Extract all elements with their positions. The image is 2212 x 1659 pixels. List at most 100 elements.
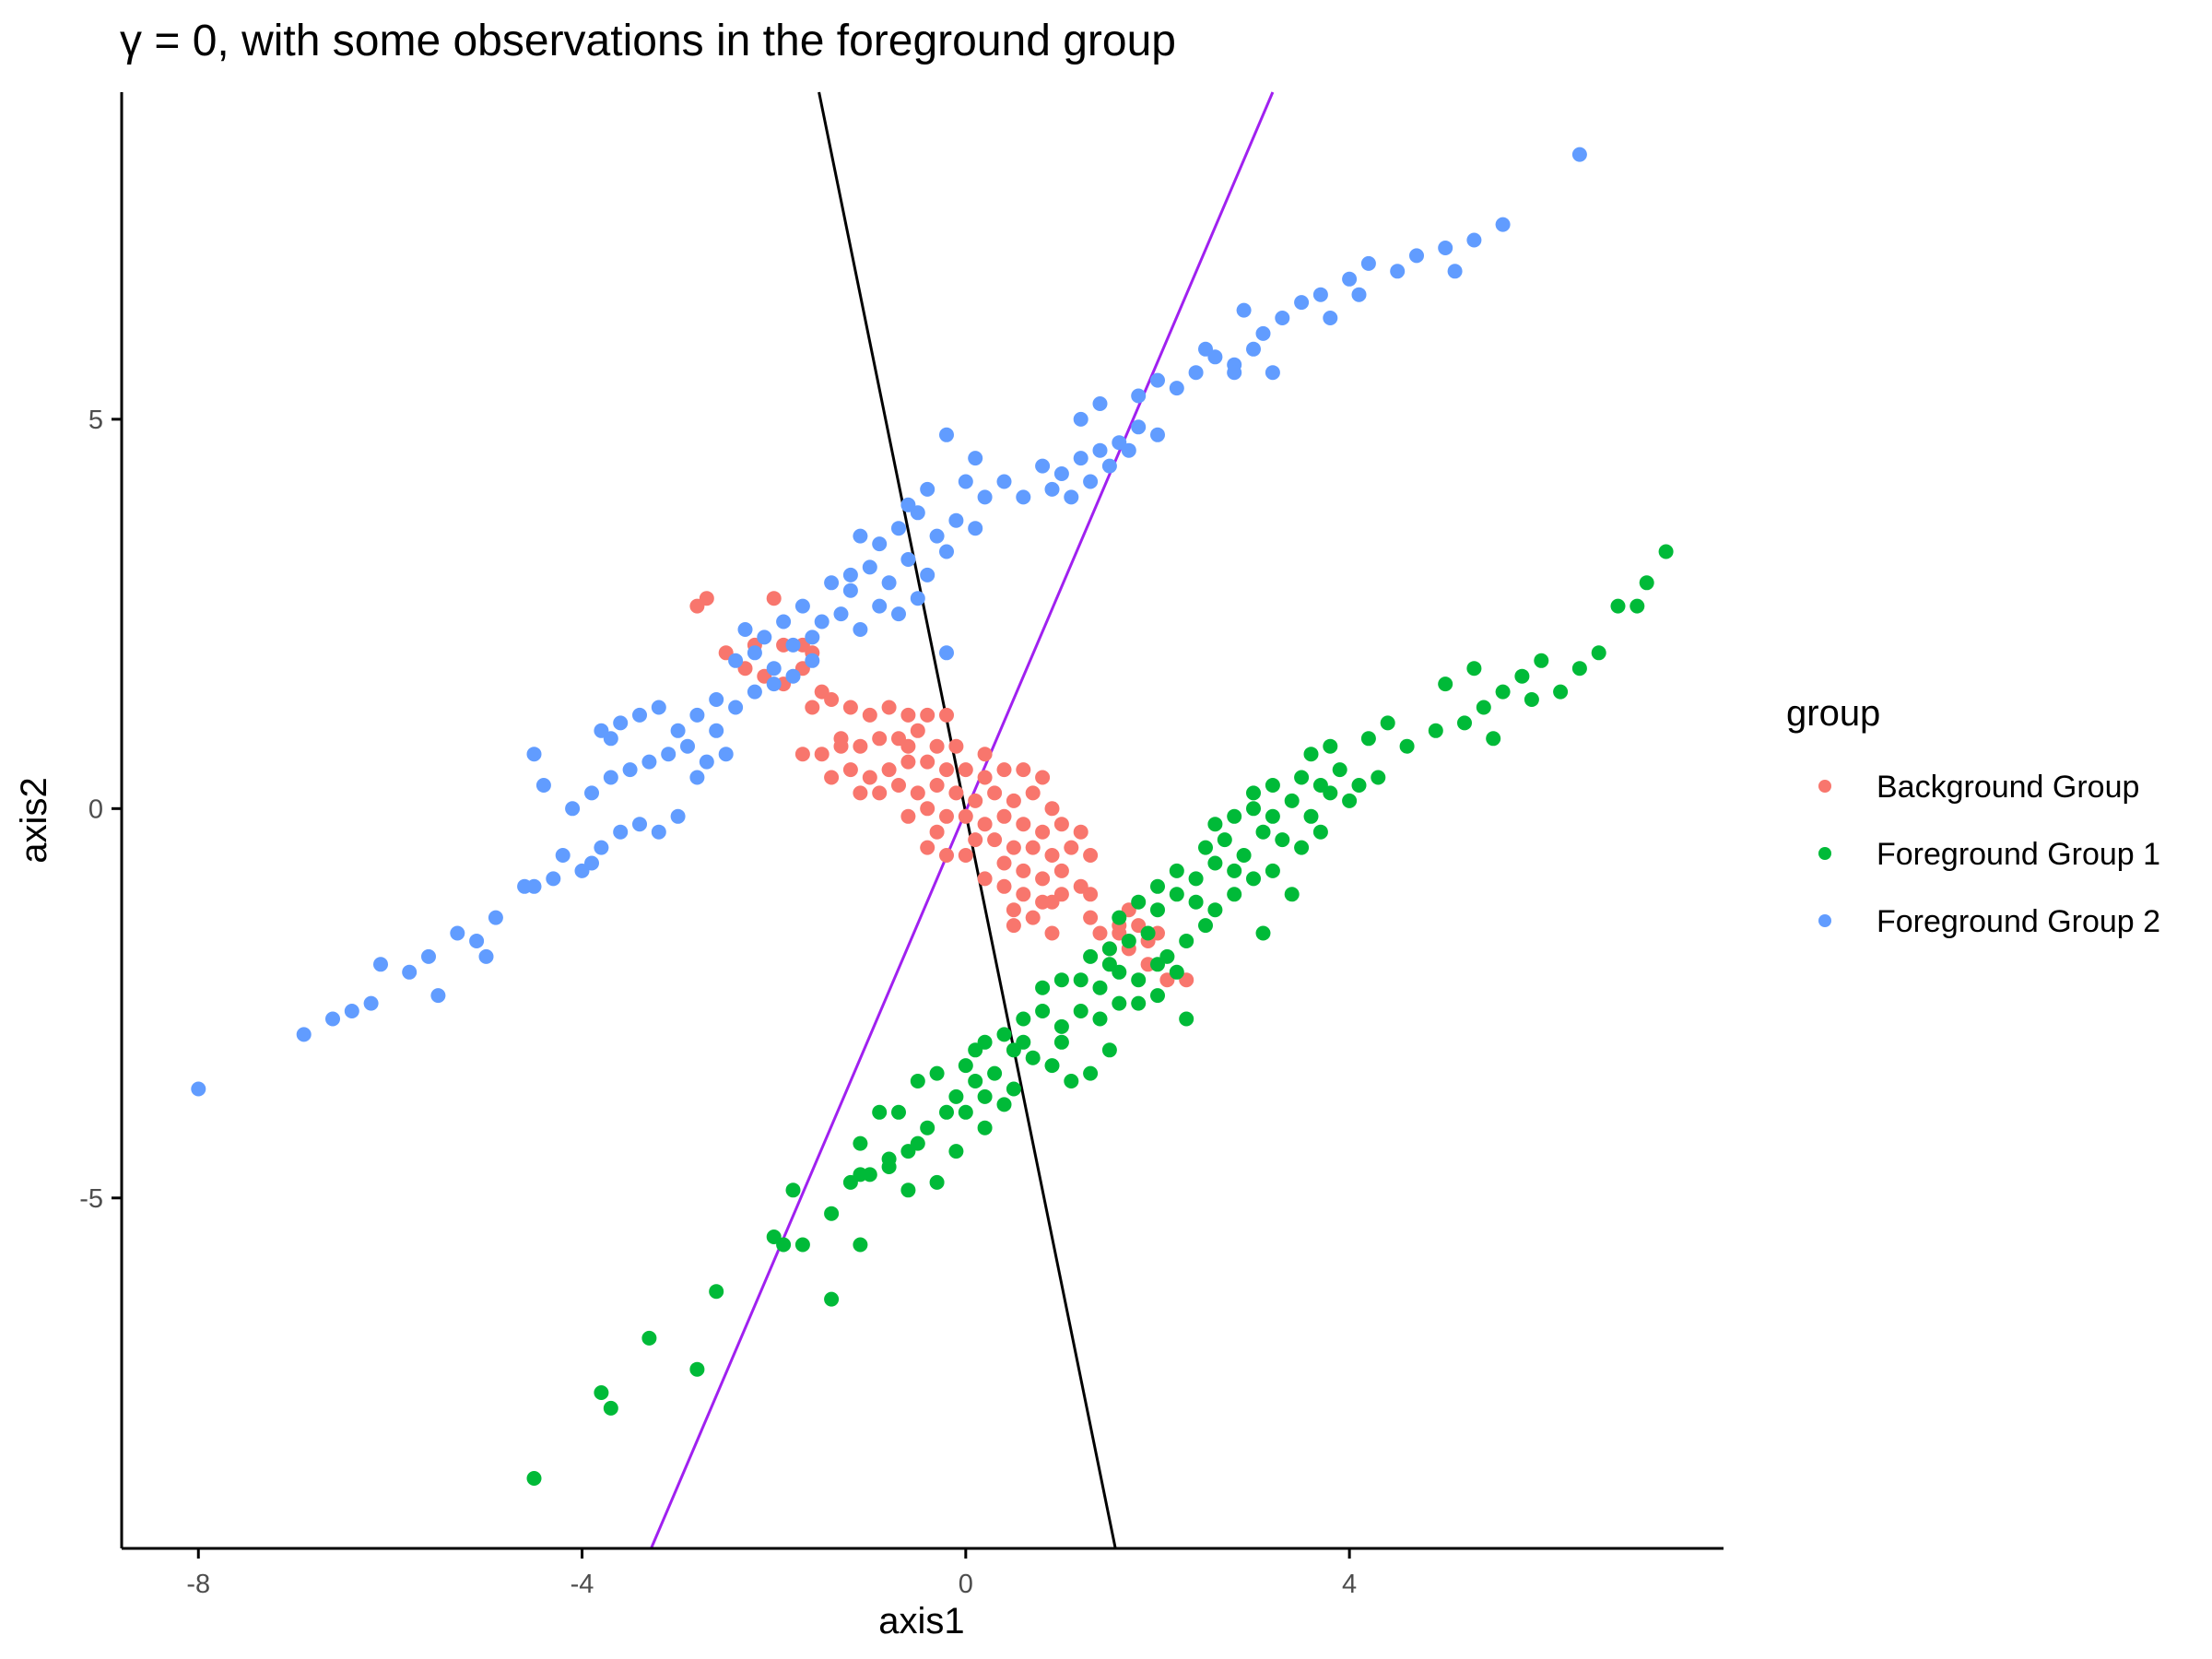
point-background-group (1016, 863, 1031, 878)
point-foreground-group-1 (1053, 1018, 1069, 1034)
point-background-group (1035, 871, 1051, 887)
point-foreground-group-1 (794, 1237, 810, 1253)
point-foreground-group-2 (842, 582, 858, 598)
point-background-group (910, 723, 925, 738)
chart-title: γ = 0, with some observations in the for… (120, 17, 1176, 65)
x-tick-label: 4 (1342, 1570, 1357, 1599)
point-background-group (862, 770, 877, 785)
point-foreground-group-1 (1083, 948, 1099, 964)
point-foreground-group-1 (1169, 863, 1184, 878)
point-background-group (977, 747, 993, 762)
point-background-group (842, 700, 858, 715)
point-foreground-group-1 (1227, 887, 1242, 902)
point-foreground-group-2 (1188, 365, 1204, 381)
point-foreground-group-1 (1150, 902, 1165, 918)
point-foreground-group-2 (546, 871, 561, 887)
point-foreground-group-1 (1035, 1004, 1051, 1018)
point-background-group (1044, 894, 1060, 910)
point-foreground-group-1 (1159, 948, 1175, 964)
x-axis-title: axis1 (878, 1601, 964, 1641)
point-foreground-group-2 (920, 567, 935, 582)
x-tick-label: -4 (571, 1570, 594, 1599)
point-background-group (910, 785, 925, 801)
point-background-group (824, 770, 840, 785)
point-foreground-group-2 (1064, 489, 1079, 505)
point-foreground-group-2 (842, 567, 858, 582)
point-foreground-group-1 (1476, 700, 1491, 715)
point-foreground-group-1 (948, 1088, 964, 1104)
point-foreground-group-2 (363, 995, 379, 1011)
point-foreground-group-1 (1073, 1004, 1088, 1018)
point-foreground-group-2 (421, 948, 436, 964)
point-foreground-group-1 (853, 1135, 868, 1151)
point-foreground-group-1 (1035, 980, 1051, 995)
point-foreground-group-2 (785, 637, 801, 653)
point-background-group (1006, 902, 1021, 918)
point-foreground-group-1 (824, 1291, 840, 1307)
point-background-group (900, 754, 916, 770)
point-background-group (1006, 918, 1021, 934)
point-foreground-group-1 (1658, 544, 1674, 559)
point-foreground-group-2 (785, 668, 801, 684)
point-foreground-group-1 (996, 1027, 1012, 1042)
point-foreground-group-2 (1438, 241, 1453, 255)
point-foreground-group-2 (1073, 451, 1088, 466)
point-background-group (1016, 887, 1031, 902)
point-foreground-group-2 (1255, 325, 1271, 341)
y-tick-label: -5 (79, 1184, 103, 1214)
point-foreground-group-1 (1112, 995, 1127, 1011)
point-background-group (996, 808, 1012, 824)
point-background-group (1083, 910, 1099, 925)
point-foreground-group-2 (709, 692, 724, 707)
point-foreground-group-2 (1131, 419, 1147, 435)
point-foreground-group-2 (747, 645, 762, 661)
point-foreground-group-1 (1591, 645, 1606, 661)
point-background-group (1044, 801, 1060, 817)
point-foreground-group-2 (794, 598, 810, 614)
point-background-group (1073, 824, 1088, 840)
point-foreground-group-1 (1438, 677, 1453, 692)
point-background-group (881, 762, 897, 778)
point-foreground-group-2 (670, 723, 686, 738)
legend-label-foreground-group-2: Foreground Group 2 (1877, 904, 2160, 939)
point-foreground-group-2 (373, 957, 388, 972)
point-foreground-group-2 (900, 552, 916, 567)
point-foreground-group-1 (977, 1120, 993, 1135)
point-background-group (948, 785, 964, 801)
point-foreground-group-1 (1016, 1034, 1031, 1050)
point-foreground-group-1 (1025, 1050, 1041, 1065)
point-foreground-group-1 (1351, 778, 1367, 793)
point-foreground-group-2 (1409, 248, 1424, 264)
point-background-group (1025, 785, 1041, 801)
point-foreground-group-2 (488, 910, 503, 925)
point-background-group (842, 762, 858, 778)
point-background-group (833, 731, 849, 747)
point-foreground-group-2 (824, 575, 840, 591)
point-foreground-group-1 (1198, 918, 1213, 934)
point-foreground-group-1 (1092, 1011, 1108, 1027)
point-foreground-group-2 (641, 754, 657, 770)
point-foreground-group-1 (1053, 1034, 1069, 1050)
point-background-group (968, 832, 983, 848)
point-foreground-group-2 (939, 544, 954, 559)
legend: group Background Group Foreground Group … (1786, 693, 2160, 939)
point-foreground-group-2 (910, 591, 925, 606)
point-foreground-group-1 (1265, 863, 1280, 878)
point-foreground-group-2 (613, 824, 629, 840)
point-foreground-group-1 (1639, 575, 1654, 591)
point-foreground-group-1 (1083, 1065, 1099, 1081)
point-foreground-group-2 (344, 1004, 359, 1018)
point-foreground-group-2 (805, 629, 820, 645)
legend-key-background-group (1818, 780, 1831, 793)
point-foreground-group-1 (1179, 934, 1194, 948)
point-foreground-group-1 (891, 1104, 906, 1120)
point-background-group (689, 598, 705, 614)
point-foreground-group-1 (1284, 887, 1300, 902)
point-foreground-group-1 (1255, 824, 1271, 840)
point-foreground-group-2 (929, 528, 945, 544)
point-foreground-group-1 (1399, 738, 1415, 754)
point-background-group (1083, 887, 1099, 902)
point-foreground-group-1 (1150, 988, 1165, 1004)
point-foreground-group-1 (929, 1065, 945, 1081)
point-background-group (920, 707, 935, 723)
